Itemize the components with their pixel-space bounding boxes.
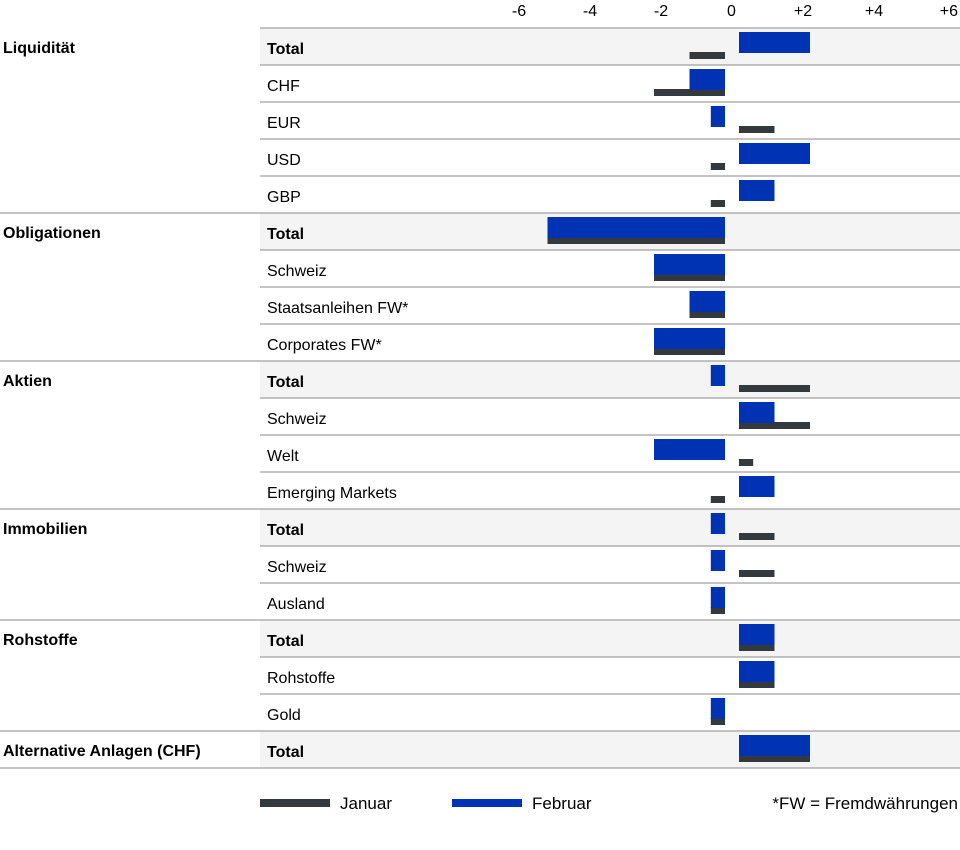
row-label-liquidit-t-total: Total <box>267 41 304 58</box>
row-label-liquidit-t-chf: CHF <box>267 78 300 95</box>
x-tick-label: +6 <box>940 3 958 20</box>
bar-januar-liquidit-t-total <box>689 52 725 59</box>
bar-januar-rohstoffe-total <box>739 644 775 651</box>
bar-februar-immobilien-total <box>710 513 725 534</box>
row-label-rohstoffe-total: Total <box>267 633 304 650</box>
bar-februar-obligationen-schweiz <box>654 254 725 275</box>
bar-februar-immobilien-ausland <box>710 587 725 608</box>
bar-januar-rohstoffe-rohstoffe <box>739 681 775 688</box>
row-label-aktien-welt: Welt <box>267 448 299 465</box>
row-label-liquidit-t-eur: EUR <box>267 115 301 132</box>
bar-februar-obligationen-staatsanleihen-fw <box>689 291 725 312</box>
bar-januar-rohstoffe-gold <box>710 718 725 725</box>
bar-januar-aktien-welt <box>739 459 754 466</box>
row-label-rohstoffe-gold: Gold <box>267 707 301 724</box>
bar-januar-obligationen-staatsanleihen-fw <box>689 311 725 318</box>
bar-januar-immobilien-total <box>739 533 775 540</box>
bar-januar-liquidit-t-usd <box>710 163 725 170</box>
bar-februar-rohstoffe-rohstoffe <box>739 661 775 682</box>
bar-januar-aktien-schweiz <box>739 422 810 429</box>
bar-februar-immobilien-schweiz <box>710 550 725 571</box>
group-label-rohstoffe: Rohstoffe <box>3 632 78 649</box>
total-row-bands <box>260 28 960 768</box>
bar-februar-alternative-anlagen-chf-total <box>739 735 810 756</box>
bar-januar-aktien-emerging-markets <box>710 496 725 503</box>
row-label-alternative-anlagen-chf-total: Total <box>267 744 304 761</box>
row-label-aktien-total: Total <box>267 374 304 391</box>
row-label-aktien-schweiz: Schweiz <box>267 411 327 428</box>
bar-februar-obligationen-corporates-fw <box>654 328 725 349</box>
bar-januar-liquidit-t-gbp <box>710 200 725 207</box>
group-label-alternative-anlagen-chf: Alternative Anlagen (CHF) <box>3 743 201 760</box>
row-label-liquidit-t-usd: USD <box>267 152 301 169</box>
group-label-aktien: Aktien <box>3 373 52 390</box>
row-label-obligationen-staatsanleihen-fw: Staatsanleihen FW* <box>267 300 408 317</box>
total-row-band <box>260 509 960 546</box>
row-label-immobilien-ausland: Ausland <box>267 596 325 613</box>
legend-label-januar: Januar <box>340 794 392 813</box>
bar-februar-liquidit-t-usd <box>739 143 810 164</box>
bar-februar-liquidit-t-total <box>739 32 810 53</box>
x-tick-label: +2 <box>794 3 812 20</box>
row-labels: Liquidität Total CHF EUR USD GBP Obligationen T… <box>3 40 408 761</box>
legend-label-februar: Februar <box>532 794 592 813</box>
x-tick-label: -2 <box>654 3 668 20</box>
legend-swatch-januar <box>260 799 330 807</box>
row-label-obligationen-total: Total <box>267 226 304 243</box>
bars <box>547 32 810 762</box>
legend: Januar Februar *FW = Fremdwährungen <box>260 794 958 813</box>
bar-februar-liquidit-t-eur <box>710 106 725 127</box>
bar-februar-rohstoffe-gold <box>710 698 725 719</box>
bar-januar-alternative-anlagen-chf-total <box>739 755 810 762</box>
footnote: *FW = Fremdwährungen <box>772 794 958 813</box>
bar-februar-aktien-emerging-markets <box>739 476 775 497</box>
bar-januar-liquidit-t-chf <box>654 89 725 96</box>
bar-januar-immobilien-ausland <box>710 607 725 614</box>
row-label-immobilien-total: Total <box>267 522 304 539</box>
bar-februar-rohstoffe-total <box>739 624 775 645</box>
total-row-band <box>260 731 960 768</box>
x-tick-label: 0 <box>727 3 736 20</box>
legend-swatch-februar <box>452 799 522 807</box>
total-row-band <box>260 620 960 657</box>
bar-januar-obligationen-total <box>547 237 725 244</box>
x-tick-label: +4 <box>865 3 883 20</box>
row-label-immobilien-schweiz: Schweiz <box>267 559 327 576</box>
row-label-obligationen-schweiz: Schweiz <box>267 263 327 280</box>
bar-februar-obligationen-total <box>547 217 725 238</box>
total-row-band <box>260 361 960 398</box>
bar-februar-liquidit-t-chf <box>689 69 725 90</box>
x-tick-label: -6 <box>512 3 526 20</box>
bar-februar-aktien-schweiz <box>739 402 775 423</box>
row-label-liquidit-t-gbp: GBP <box>267 189 301 206</box>
bar-januar-obligationen-corporates-fw <box>654 348 725 355</box>
group-label-immobilien: Immobilien <box>3 521 87 538</box>
total-row-band <box>260 28 960 65</box>
row-label-rohstoffe-rohstoffe: Rohstoffe <box>267 670 335 687</box>
bar-januar-aktien-total <box>739 385 810 392</box>
row-separators <box>0 27 960 769</box>
row-label-aktien-emerging-markets: Emerging Markets <box>267 485 397 502</box>
group-label-obligationen: Obligationen <box>3 225 101 242</box>
bar-februar-liquidit-t-gbp <box>739 180 775 201</box>
bar-januar-immobilien-schweiz <box>739 570 775 577</box>
bar-januar-liquidit-t-eur <box>739 126 775 133</box>
x-axis-ticks: -6 -4 -2 0 +2 +4 +6 <box>512 3 958 20</box>
x-tick-label: -4 <box>583 3 597 20</box>
bar-februar-aktien-welt <box>654 439 725 460</box>
bar-februar-aktien-total <box>710 365 725 386</box>
bar-januar-obligationen-schweiz <box>654 274 725 281</box>
group-label-liquidit-t: Liquidität <box>3 40 76 57</box>
row-label-obligationen-corporates-fw: Corporates FW* <box>267 337 382 354</box>
